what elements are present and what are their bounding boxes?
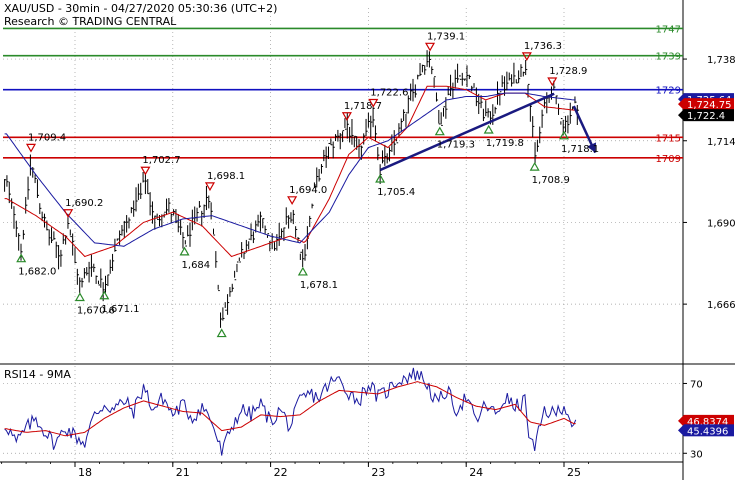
price-tag-box	[684, 109, 734, 122]
x-tick-label: 23	[371, 466, 385, 479]
current-price-tag: 1,722.4	[678, 109, 734, 122]
rsi-current-tag: 45.4396	[678, 424, 734, 437]
moving-average-blue	[4, 92, 576, 247]
pivot-low-marker	[297, 266, 308, 276]
trendline	[379, 92, 555, 172]
pivot-low-marker	[16, 253, 27, 263]
pivot-low-label: 1,705.4	[377, 187, 415, 198]
pivot-low-marker	[179, 246, 190, 256]
pivot-high-marker	[204, 182, 215, 192]
key-level-label: 1747	[656, 24, 681, 35]
price-tag-pointer	[678, 424, 684, 437]
rsi-ma-line	[4, 381, 576, 437]
pivot-high-marker	[341, 112, 352, 121]
pivot-high-marker	[140, 166, 151, 176]
chart-header-title: XAU/USD - 30min - 04/27/2020 05:30:36 (U…	[4, 2, 278, 15]
moving-average-red	[4, 85, 576, 258]
pivot-low-label: 1,708.9	[532, 175, 570, 186]
price-tag-box	[684, 414, 734, 427]
rsi-y-tick-label: 70	[690, 379, 703, 390]
pivot-high-marker	[424, 42, 436, 52]
pivot-low-marker	[483, 124, 494, 134]
price-tag-label: 45.4396	[687, 426, 728, 437]
x-tick-label: 21	[176, 466, 190, 479]
pivot-low-marker	[529, 161, 540, 171]
pivot-high-label: 1,690.2	[65, 198, 103, 209]
current-price-tag: 1,724.75	[678, 98, 734, 111]
x-tick-label: 24	[469, 466, 483, 479]
price-tag-box	[684, 98, 734, 111]
price-tag-label: 46.8374	[687, 417, 728, 428]
pivot-high-label: 1,709.4	[28, 132, 66, 143]
y-tick-label: 1,714	[707, 137, 735, 148]
pivot-low-marker	[558, 130, 570, 140]
price-tag-label: 1,724.75	[687, 100, 732, 111]
pivot-low-label: 1,719.8	[486, 138, 524, 149]
pivot-low-label: 1,719.3	[437, 140, 475, 151]
price-tag-box	[684, 424, 734, 437]
pivot-low-marker	[434, 126, 445, 136]
y-tick-label: 1,690	[707, 218, 735, 229]
price-tag-label: 1,722.4	[687, 111, 725, 122]
price-tag-pointer	[678, 414, 684, 427]
pivot-high-marker	[63, 209, 74, 218]
y-tick-label: 1,666	[707, 300, 735, 311]
pivot-high-marker	[521, 52, 532, 62]
price-tag-pointer	[678, 98, 684, 111]
pivot-low-label: 1,682.0	[18, 267, 56, 278]
pivot-high-marker	[547, 77, 558, 87]
pivot-low-marker	[99, 290, 110, 300]
rsi-y-tick-label: 30	[690, 449, 703, 460]
pivot-low-marker	[375, 173, 386, 183]
pivot-high-label: 1,718.7	[344, 101, 382, 112]
pivot-low-marker	[216, 328, 227, 338]
pivot-high-label: 1,698.1	[207, 171, 245, 182]
key-level-label: 1709	[656, 154, 681, 165]
y-tick-label: 1,738	[707, 55, 735, 66]
rsi-current-tag: 46.8374	[678, 414, 734, 428]
pivot-low-label: 1,671.1	[101, 304, 139, 315]
x-tick-label: 25	[567, 466, 581, 479]
pivot-high-label: 1,736.3	[524, 41, 562, 52]
chart-header-source: Research © TRADING CENTRAL	[4, 15, 177, 28]
pivot-low-marker	[74, 292, 85, 302]
key-level-label: 1739	[656, 52, 681, 63]
pivot-high-label: 1,694.0	[289, 185, 327, 196]
pivot-high-label: 1,702.7	[142, 155, 180, 166]
price-tag-pointer	[678, 109, 684, 122]
pivot-low-label: 1,678.1	[300, 280, 338, 291]
rsi-panel-title: RSI14 - 9MA	[4, 368, 71, 381]
projection-arrow-head	[586, 142, 597, 153]
pivot-high-label: 1,722.6	[370, 87, 408, 98]
pivot-high-marker	[25, 143, 37, 153]
pivot-high-marker	[368, 98, 379, 108]
pivot-high-marker	[287, 196, 298, 206]
pivot-low-label: 1,718.1	[561, 144, 599, 155]
key-level-label: 1715	[656, 133, 681, 144]
x-tick-label: 22	[274, 466, 288, 479]
x-tick-label: 18	[78, 466, 92, 479]
pivot-high-label: 1,728.9	[549, 66, 587, 77]
pivot-high-label: 1,739.1	[427, 31, 465, 42]
pivot-low-label: 1,670.6	[77, 305, 115, 316]
pivot-low-label: 1,684	[182, 260, 211, 271]
key-level-label: 1729	[656, 86, 681, 97]
rsi-line	[4, 367, 577, 456]
